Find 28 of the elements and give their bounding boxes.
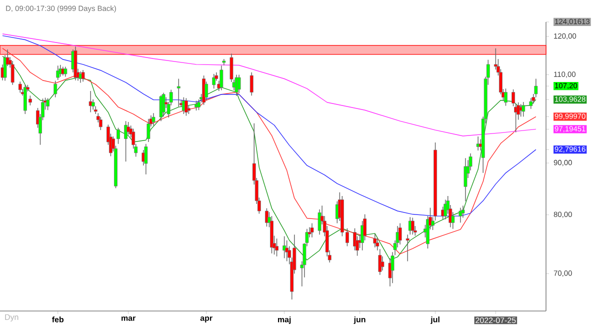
candlestick [275,238,278,257]
candlestick [56,65,60,80]
candlestick [176,78,180,108]
candlestick [250,72,254,96]
candlestick [398,222,402,245]
candlestick [458,207,462,224]
line-series [2,35,536,216]
candlestick [410,217,414,235]
candlestick [512,88,516,107]
candlestick [98,116,102,130]
candlestick [380,256,384,271]
candlestick [10,60,14,86]
candlestick [237,74,241,94]
candlestick [373,234,377,248]
candlestick [146,118,150,142]
candlestick [406,234,410,262]
candlestick [184,98,188,116]
candlestick [144,144,148,175]
candlestick [529,98,533,110]
line-series [2,34,536,136]
candlestick [204,81,208,101]
candlestick [431,216,434,230]
candlestick [54,80,58,98]
candlestick [461,205,465,218]
candlestick [285,240,289,262]
candlestick [88,90,92,113]
candlestick [265,208,268,227]
candlestick [504,88,508,106]
